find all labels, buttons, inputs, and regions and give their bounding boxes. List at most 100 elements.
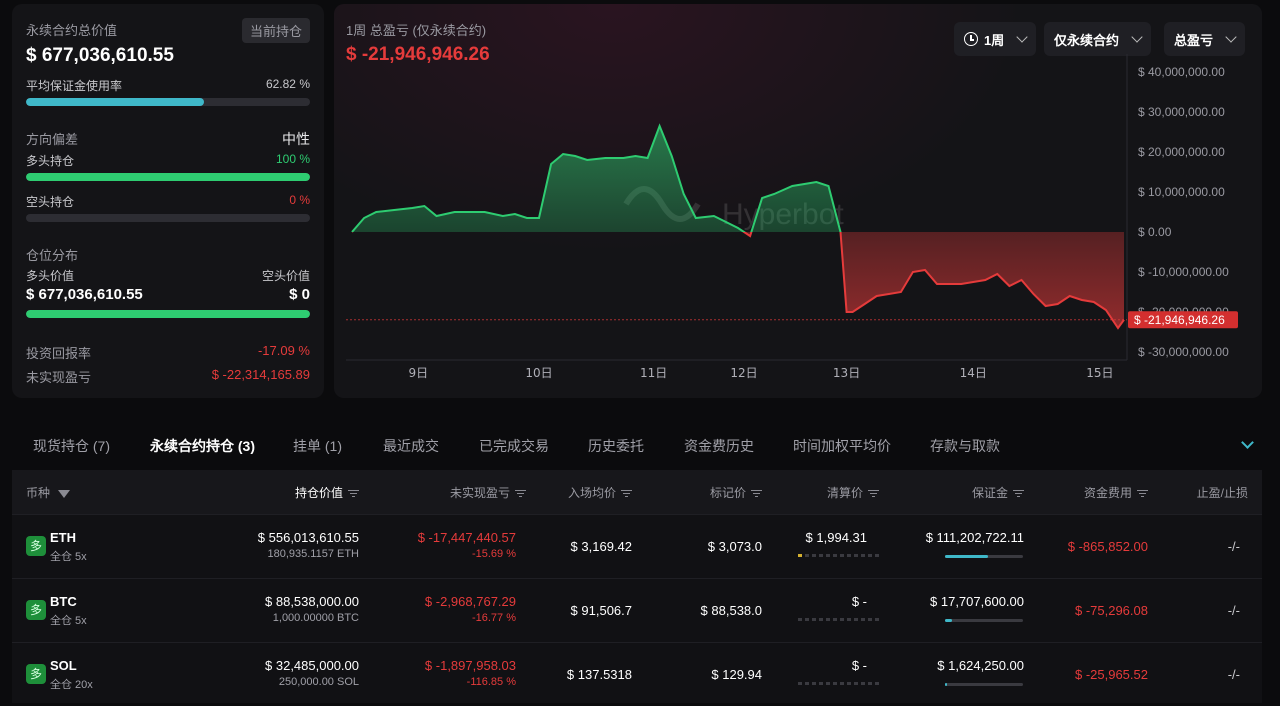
unrealized-pnl-pct: -16.77 % [471,612,516,624]
margin-bar-fill [945,555,988,558]
long-value-label: 多头价值 [26,269,75,283]
unrealized-pnl: $ -17,447,440.57 [417,530,516,545]
sort-icon [515,489,526,498]
long-pct: 100 % [275,152,310,166]
position-size: 250,000.00 SOL [278,676,359,688]
liquidation-price: $ - [851,658,867,673]
short-label: 空头持仓 [26,195,75,209]
tab-twap[interactable]: 时间加权平均价 [793,438,891,454]
tp-sl[interactable]: -/- [1227,667,1240,682]
x-tick-label: 13日 [833,366,860,380]
margin-mode: 全仓 20x [50,679,93,691]
margin-bar [945,555,1023,558]
x-tick-label: 9日 [409,366,429,380]
filter-icon[interactable] [58,489,71,498]
table-row[interactable]: 多 SOL 全仓 20x $ 32,485,000.00 250,000.00 … [12,642,1262,706]
coin-symbol[interactable]: BTC [50,594,77,609]
chart-total-pnl: $ -21,946,946.26 [346,44,490,65]
y-tick-label: $ -30,000,000.00 [1138,345,1229,359]
header-mark[interactable]: 标记价 [710,484,762,501]
liquidation-distance-indicator [798,618,879,621]
tab-perp[interactable]: 永续合约持仓 (3) [150,438,255,454]
clock-icon [964,32,978,46]
margin-usage-bar [26,98,310,106]
current-position-badge[interactable]: 当前持仓 [241,18,310,43]
pnl-chart-panel: 1周 总盈亏 (仅永续合约) $ -21,946,946.26 1周 仅永续合约… [334,4,1262,398]
entry-price: $ 91,506.7 [570,603,632,618]
margin-bar [945,683,1023,686]
unrealized-pnl: $ -1,897,958.03 [424,658,516,673]
unrealized-pnl: $ -2,968,767.29 [424,594,516,609]
tab-completed-trades[interactable]: 已完成交易 [479,438,549,454]
tab-recent-trades[interactable]: 最近成交 [383,438,439,454]
x-tick-label: 14日 [960,366,987,380]
position-size: 1,000.00000 BTC [272,612,359,624]
tab-spot[interactable]: 现货持仓 (7) [33,438,110,454]
x-tick-label: 12日 [730,366,757,380]
negative-area [352,232,1124,328]
distribution-bar [26,310,310,318]
tab-deposits-withdrawals[interactable]: 存款与取款 [930,438,1000,454]
margin-usage-fill [26,98,205,106]
margin-amount: $ 1,624,250.00 [937,658,1024,673]
tab-funding-history[interactable]: 资金费历史 [684,438,754,454]
mark-price: $ 3,073.0 [707,539,762,554]
header-coin[interactable]: 币种 [26,484,71,501]
y-tick-label: $ 30,000,000.00 [1138,105,1225,119]
margin-mode: 全仓 5x [50,615,87,627]
collapse-chevron-icon[interactable] [1241,436,1254,449]
liquidation-distance-indicator [798,682,879,685]
table-row[interactable]: 多 BTC 全仓 5x $ 88,538,000.00 1,000.00000 … [12,578,1262,642]
roi-label: 投资回报率 [26,346,92,361]
margin-bar-fill [945,619,953,622]
tab-open-orders[interactable]: 挂单 (1) [293,438,342,454]
liquidation-price: $ 1,994.31 [805,530,867,545]
header-value[interactable]: 持仓价值 [295,484,359,501]
header-entry[interactable]: 入场均价 [568,484,632,501]
short-pct: 0 % [289,193,310,207]
header-funding[interactable]: 资金费用 [1084,484,1148,501]
header-pnl[interactable]: 未实现盈亏 [450,484,526,501]
period-select-value: 1周 [984,32,1005,48]
short-value-label: 空头价值 [261,269,310,283]
header-margin[interactable]: 保证金 [972,484,1024,501]
y-tick-label: $ 0.00 [1138,225,1172,239]
current-value-tag: $ -21,946,946.26 [1128,311,1238,329]
unrealized-pnl-pct: -116.85 % [466,676,516,688]
long-side-badge: 多 [26,600,46,620]
metric-select[interactable]: 总盈亏 [1164,22,1246,56]
funding-fee: $ -865,852.00 [1067,539,1148,554]
position-value: $ 88,538,000.00 [265,594,359,609]
margin-bar [945,619,1023,622]
tab-order-history[interactable]: 历史委托 [588,438,644,454]
margin-amount: $ 17,707,600.00 [930,594,1024,609]
pnl-line-positive [351,123,842,232]
entry-price: $ 3,169.42 [570,539,632,554]
pnl-chart: Hyperbot $ 40,000,000.00$ 30,000,000.00$… [346,54,1238,380]
unrealized-pnl-pct: -15.69 % [471,548,516,560]
x-tick-label: 15日 [1086,366,1113,380]
tp-sl[interactable]: -/- [1227,539,1240,554]
margin-usage-label: 平均保证金使用率 [26,79,123,93]
position-value: $ 556,013,610.55 [257,530,359,545]
metric-select-value: 总盈亏 [1174,32,1214,48]
scope-select[interactable]: 仅永续合约 [1044,22,1152,56]
chart-title: 1周 总盈亏 (仅永续合约) [346,23,487,38]
header-liq[interactable]: 清算价 [827,484,879,501]
y-tick-label: $ -10,000,000.00 [1138,265,1229,279]
coin-symbol[interactable]: SOL [50,658,77,673]
total-value: $ 677,036,610.55 [26,45,174,66]
margin-mode: 全仓 5x [50,551,87,563]
x-tick-label: 10日 [525,366,552,380]
tp-sl[interactable]: -/- [1227,603,1240,618]
pnl-line-negative [352,232,1125,330]
coin-symbol[interactable]: ETH [50,530,76,545]
sort-icon [348,489,359,498]
short-value: $ 0 [289,286,310,303]
table-row[interactable]: 多 ETH 全仓 5x $ 556,013,610.55 180,935.115… [12,514,1262,578]
svg-text:$ -21,946,946.26: $ -21,946,946.26 [1134,313,1225,327]
period-select[interactable]: 1周 [954,22,1037,56]
unrealized-label: 未实现盈亏 [26,370,92,385]
mark-price: $ 129.94 [711,667,762,682]
short-bar [26,214,310,222]
